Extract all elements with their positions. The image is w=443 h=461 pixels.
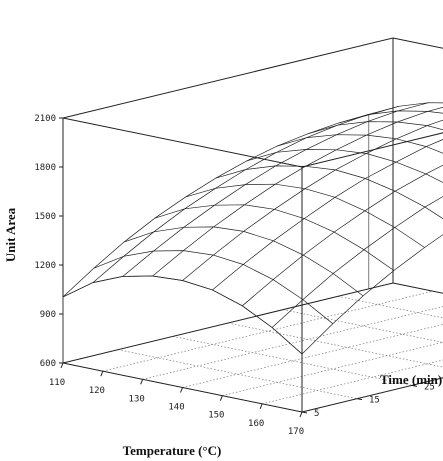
tick-labels: 600 900 1200 1500 1800 2100 110 120 130 140 150 160…: [34, 114, 435, 437]
floor-edge: [392, 282, 443, 294]
y-tick-mark: [301, 411, 308, 414]
box-edge: [301, 132, 443, 168]
x-tick-label: 110: [49, 378, 65, 388]
floor-gridline: [182, 323, 443, 388]
floor-gridline: [117, 349, 358, 400]
floor-gridline: [227, 322, 443, 368]
floor-edge: [62, 282, 394, 364]
surface-mesh-line: [271, 196, 443, 328]
floor-gridline: [392, 282, 443, 294]
box-edge: [62, 117, 303, 168]
surface-mesh-line: [301, 234, 443, 355]
surface-mesh-line: [152, 106, 443, 277]
x-tick-label: 140: [168, 403, 184, 413]
x-tick-label: 130: [129, 394, 145, 404]
y-tick-label: 25: [424, 382, 435, 392]
y-tick-label: 15: [369, 396, 380, 406]
surface-mesh-line: [92, 105, 399, 283]
surface-mesh-line: [62, 114, 369, 298]
surface-front-edge: [62, 275, 303, 355]
surface-mesh-line: [122, 102, 429, 277]
x-tick-mark: [60, 362, 64, 369]
y-tick-mark: [356, 398, 363, 401]
box-edge: [392, 37, 443, 49]
surface-mesh-line: [337, 110, 443, 124]
y-tick-label: 5: [314, 409, 319, 419]
x-tick-label: 150: [208, 411, 224, 421]
z-tick-label: 1800: [34, 163, 56, 173]
x-axis-title: Temperature (°C): [123, 443, 222, 458]
y-tick-mark: [411, 384, 418, 387]
x-tick-mark: [100, 370, 104, 377]
response-surface: [62, 102, 443, 412]
x-tick-mark: [180, 387, 183, 393]
surface-mesh-line: [246, 149, 443, 183]
surface-mesh-line: [154, 204, 395, 271]
surface-mesh-line: [212, 139, 443, 291]
surface-mesh-line: [215, 165, 443, 220]
z-axis-title: Unit Area: [3, 207, 18, 262]
z-tick-label: 1200: [34, 261, 56, 271]
x-tick-label: 120: [89, 386, 105, 396]
surface-mesh-line: [368, 102, 443, 116]
surface-mesh-line: [62, 275, 303, 355]
surface-mesh-line: [182, 119, 443, 281]
surface-mesh-line: [242, 164, 443, 307]
box-edge: [62, 37, 394, 119]
floor-gridline: [102, 290, 433, 372]
x-tick-label: 160: [248, 419, 264, 429]
floor-gridline: [337, 295, 443, 319]
z-tick-label: 600: [40, 359, 56, 369]
z-tick-label: 2100: [34, 114, 56, 124]
x-tick-mark: [299, 411, 303, 418]
surface-mesh-line: [185, 183, 425, 248]
z-tick-label: 1500: [34, 212, 56, 222]
floor-gridline: [172, 335, 413, 386]
floor-gridline: [282, 309, 443, 343]
x-tick-label: 170: [288, 427, 304, 437]
floor-gridline: [222, 341, 443, 397]
z-tick-label: 900: [40, 310, 56, 320]
y-axis-title: Time (min): [380, 372, 442, 387]
chart-box-back: [62, 37, 443, 363]
x-tick-mark: [259, 403, 263, 410]
floor-grid: [62, 282, 443, 413]
x-tick-mark: [140, 379, 144, 385]
x-tick-mark: [219, 395, 223, 401]
